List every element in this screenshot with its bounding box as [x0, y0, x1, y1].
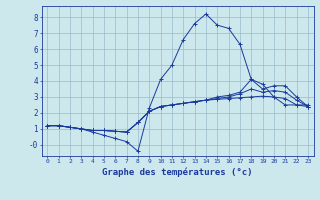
X-axis label: Graphe des températures (°c): Graphe des températures (°c) — [102, 167, 253, 177]
